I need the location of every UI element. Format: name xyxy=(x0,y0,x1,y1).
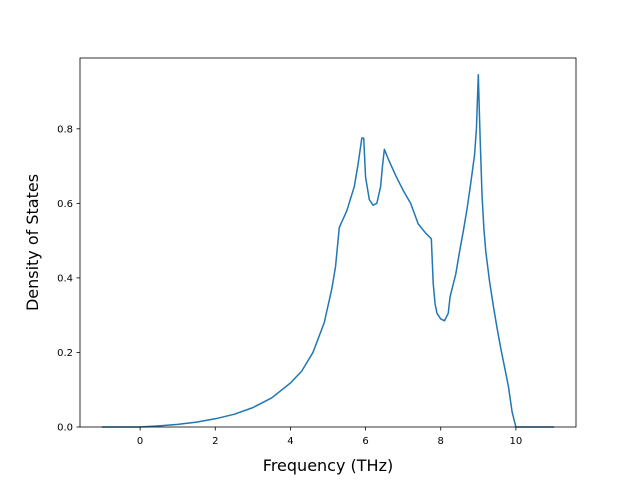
x-tick-label: 4 xyxy=(287,436,293,447)
x-tick-label: 0 xyxy=(137,436,143,447)
y-tick-label: 0.8 xyxy=(57,124,73,135)
y-tick-label: 0.4 xyxy=(57,273,73,284)
y-axis-label: Density of States xyxy=(23,174,42,311)
x-tick-label: 6 xyxy=(362,436,368,447)
x-axis-ticks: 0 2 4 6 8 10 xyxy=(137,427,522,447)
y-tick-label: 0.0 xyxy=(57,423,73,434)
y-tick-label: 0.6 xyxy=(57,199,73,210)
x-tick-label: 8 xyxy=(438,436,444,447)
y-axis-ticks: 0.0 0.2 0.4 0.6 0.8 xyxy=(57,124,80,434)
x-axis-label: Frequency (THz) xyxy=(263,456,393,475)
plot-area xyxy=(101,74,555,428)
axes-frame xyxy=(79,57,577,428)
dos-series-line xyxy=(101,74,555,428)
y-tick-label: 0.2 xyxy=(57,348,73,359)
x-tick-label: 2 xyxy=(212,436,218,447)
x-tick-label: 10 xyxy=(510,436,523,447)
